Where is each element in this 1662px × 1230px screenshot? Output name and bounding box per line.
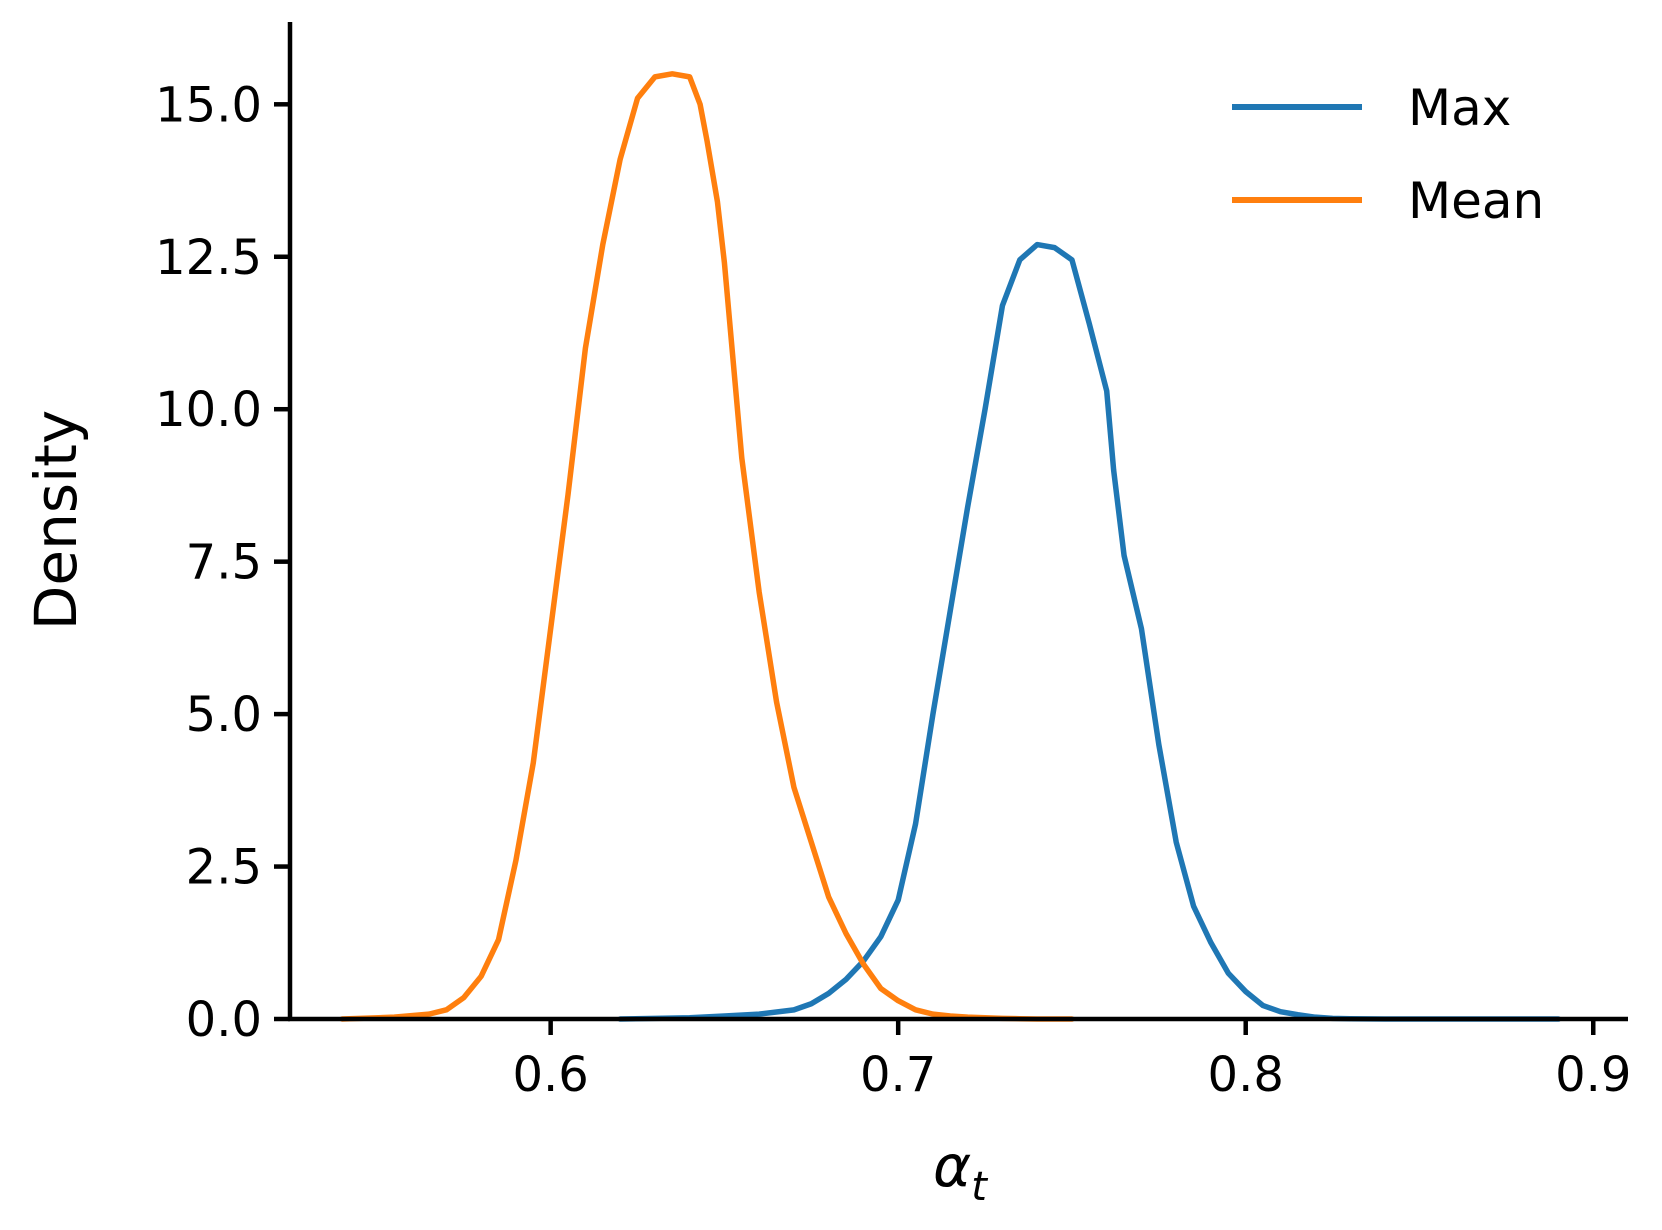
x-tick-label: 0.6 — [512, 1047, 588, 1103]
y-tick-label: 15.0 — [155, 77, 262, 133]
y-tick-label: 2.5 — [186, 840, 262, 896]
series-line-max — [617, 241, 1562, 1022]
x-tick-label: 0.8 — [1208, 1047, 1284, 1103]
series-line-mean — [339, 71, 1075, 1022]
x-tick-label: 0.9 — [1555, 1047, 1631, 1103]
x-axis-title-subscript: t — [971, 1164, 988, 1210]
y-tick-label: 5.0 — [186, 687, 262, 743]
y-axis-title: Density — [22, 410, 90, 631]
y-tick-label: 12.5 — [155, 230, 262, 286]
legend-label-mean: Mean — [1408, 172, 1544, 230]
legend-label-max: Max — [1408, 79, 1511, 137]
x-axis-title: αt — [933, 1132, 988, 1210]
series-layer — [339, 71, 1562, 1022]
axes-layer — [287, 22, 1628, 1022]
x-axis-title-symbol: α — [933, 1132, 971, 1200]
x-tick-label: 0.7 — [860, 1047, 936, 1103]
y-tick-label: 7.5 — [186, 535, 262, 591]
ticks-layer: 0.6 0.7 0.8 0.9 0.0 2.5 5.0 7.5 10.0 12.5 15.0 — [155, 77, 1631, 1103]
y-tick-label: 0.0 — [186, 992, 262, 1048]
y-tick-label: 10.0 — [155, 382, 262, 438]
legend: Max Mean — [1232, 79, 1544, 230]
